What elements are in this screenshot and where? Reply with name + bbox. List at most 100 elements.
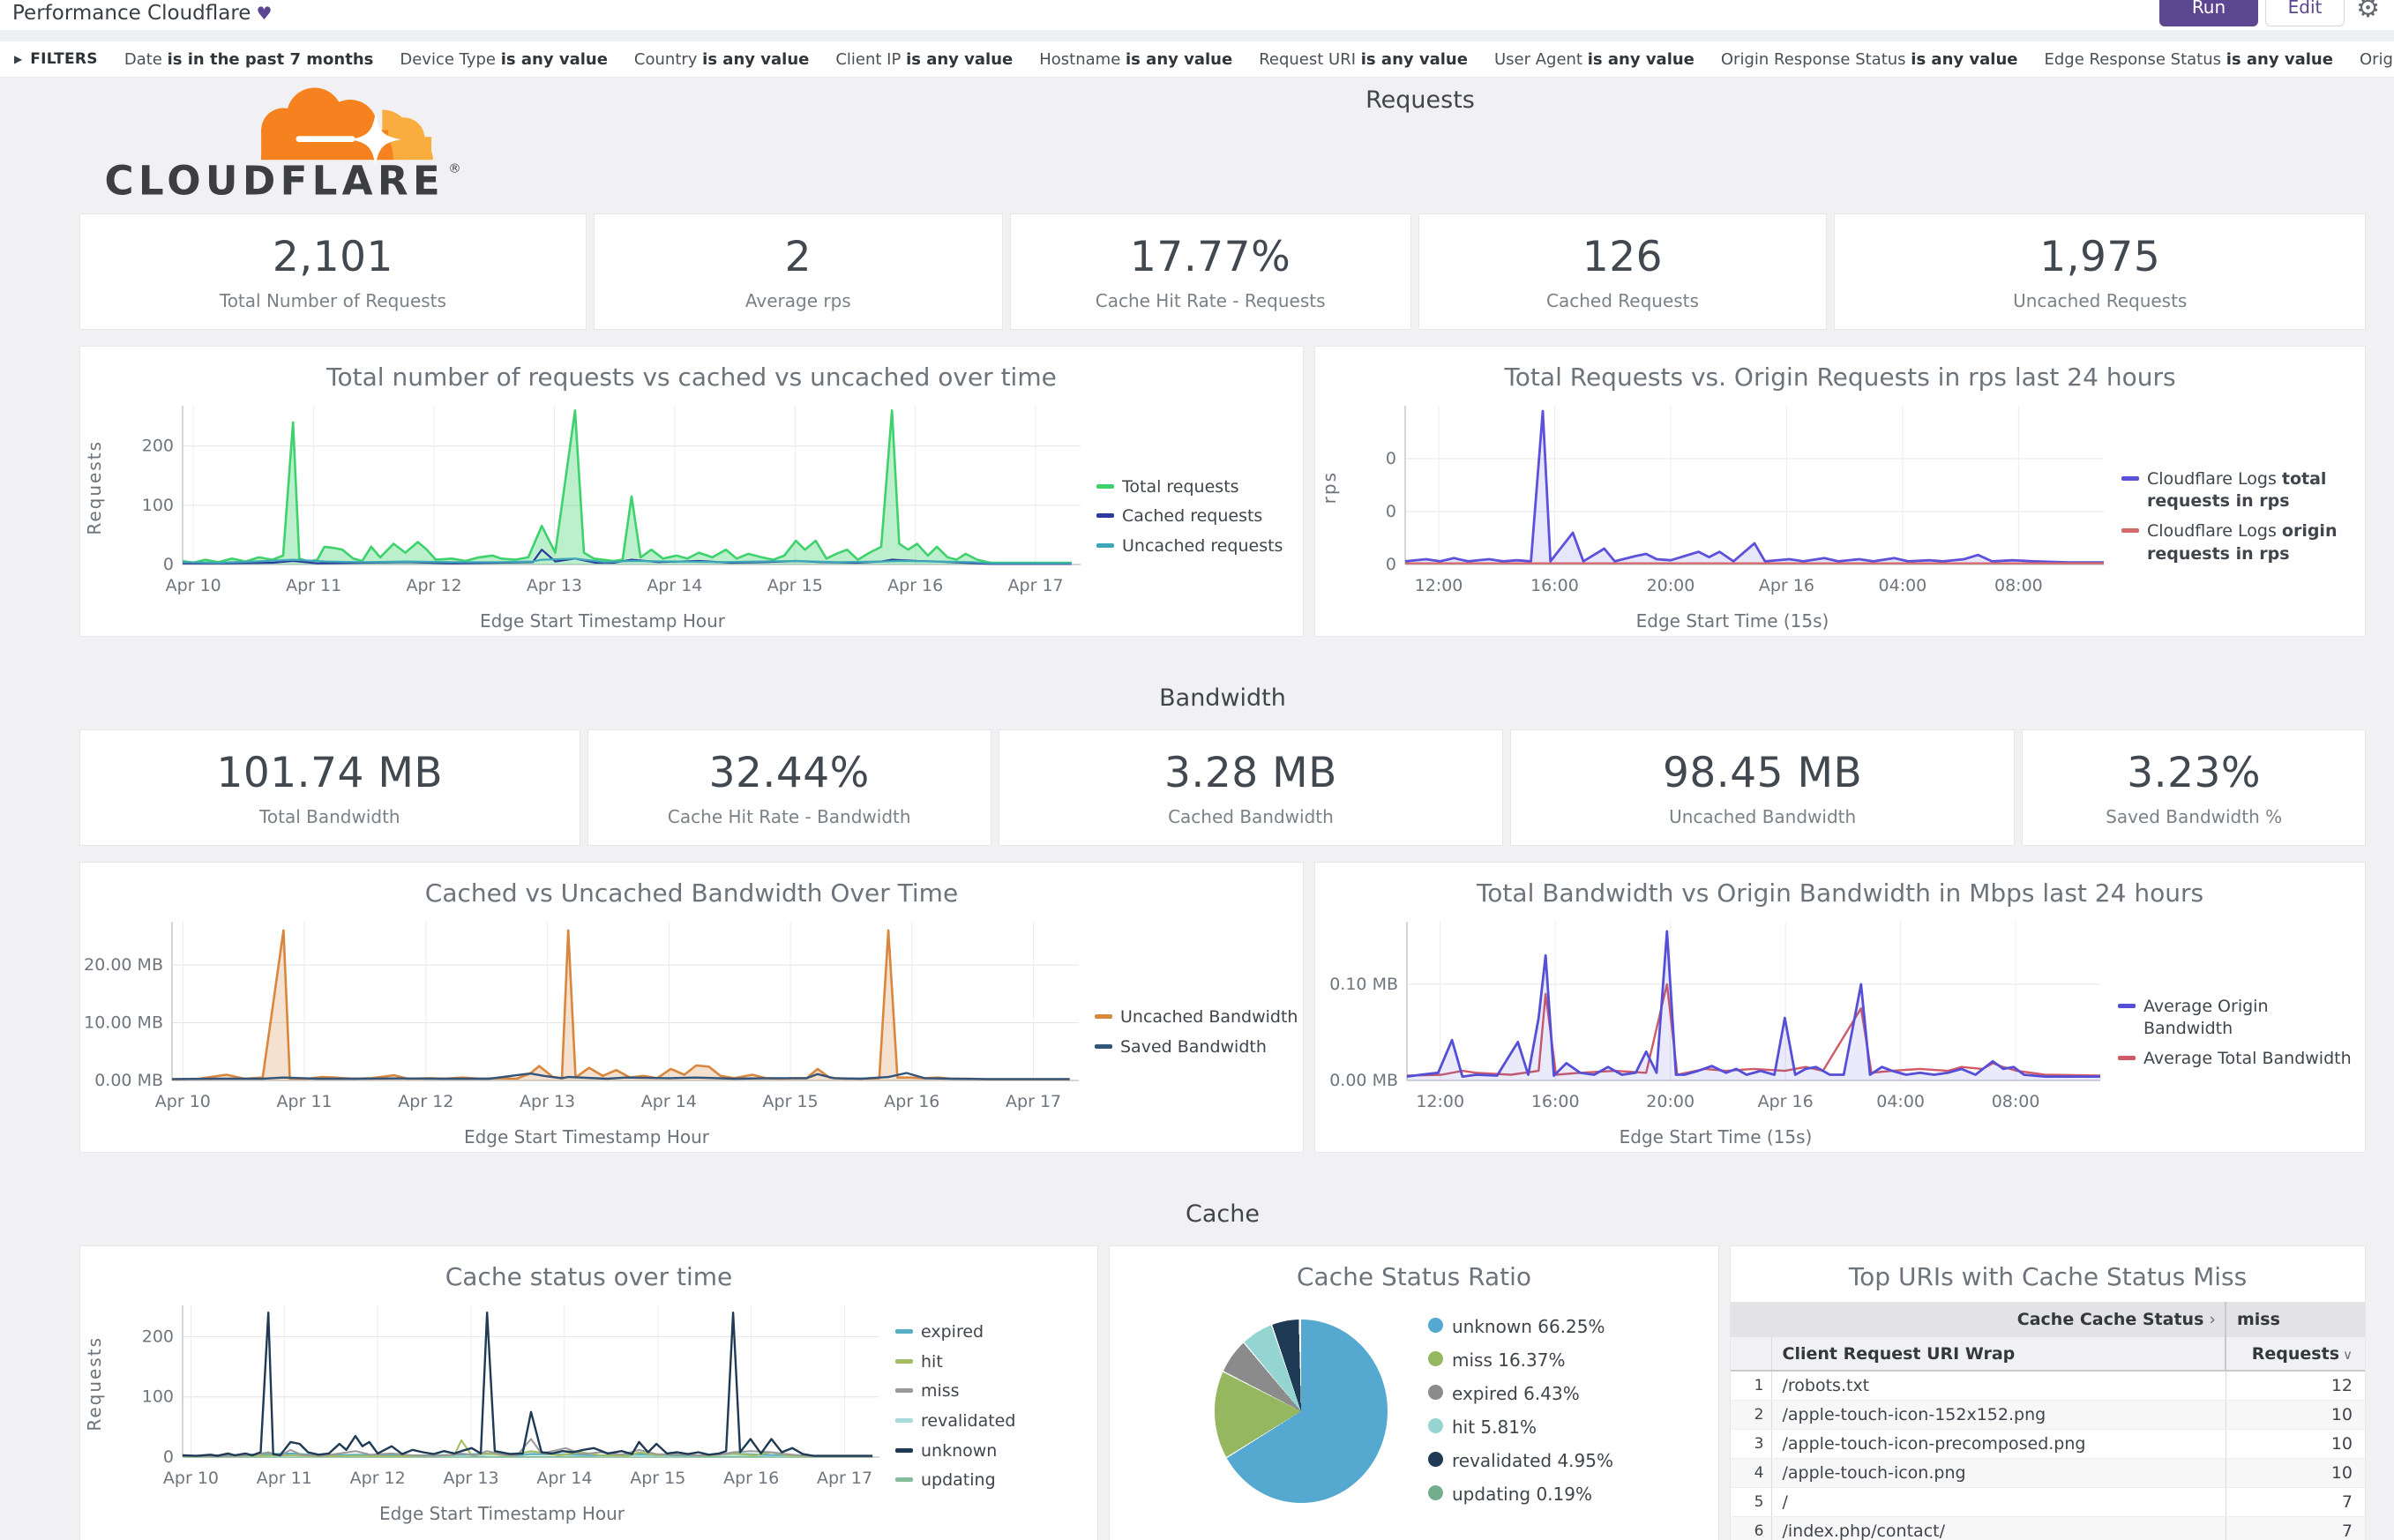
legend-item[interactable]: Cached requests (1096, 505, 1283, 528)
registered-mark: ® (448, 162, 460, 176)
uri-cell[interactable]: /robots.txt (1770, 1371, 2226, 1401)
legend-item[interactable]: Total requests (1096, 476, 1283, 499)
filter-item[interactable]: Date is in the past 7 months (123, 49, 374, 69)
chart-card-rps-24h[interactable]: Total Requests vs. Origin Requests in rp… (1314, 346, 2366, 637)
filters-expander-icon[interactable]: ▶ (14, 53, 23, 65)
run-button[interactable]: Run (2159, 0, 2258, 26)
legend-item[interactable]: Average Origin Bandwidth (2118, 996, 2355, 1041)
legend-item[interactable]: Average Total Bandwidth (2118, 1048, 2355, 1071)
section-title-requests: Requests (1365, 86, 1475, 114)
chart-card-requests-over-time[interactable]: Total number of requests vs cached vs un… (79, 346, 1304, 637)
uri-cell[interactable]: /apple-touch-icon-precomposed.png (1770, 1429, 2226, 1459)
svg-text:0: 0 (1386, 449, 1396, 468)
filter-item[interactable]: Device Type is any value (400, 49, 608, 69)
page-title: Performance Cloudflare ♥ (12, 2, 273, 25)
cache-status-pie[interactable] (1215, 1319, 1388, 1503)
legend-item[interactable]: Uncached Bandwidth (1095, 1006, 1298, 1029)
gear-icon[interactable]: ⚙ (2356, 0, 2380, 24)
svg-text:100: 100 (142, 1387, 174, 1407)
legend-swatch (1428, 1452, 1443, 1467)
uri-cell[interactable]: /apple-touch-icon-152x152.png (1770, 1400, 2226, 1430)
filters-label[interactable]: FILTERS (30, 50, 98, 68)
chart-legend[interactable]: Cloudflare Logs total requests in rps Clo… (2121, 461, 2359, 573)
chart-legend[interactable]: Total requests Cached requests Uncached re… (1096, 469, 1283, 565)
legend-swatch (895, 1477, 913, 1483)
chart-legend[interactable]: Average Origin Bandwidth Average Total Ba… (2118, 989, 2355, 1078)
filter-item[interactable]: Country is any value (633, 49, 810, 69)
uri-cell[interactable]: /apple-touch-icon.png (1770, 1458, 2226, 1488)
filter-item[interactable]: Origin Response Status is any value (1720, 49, 2018, 69)
filter-item[interactable]: Client IP is any value (835, 49, 1014, 69)
table-row[interactable]: 1/robots.txt 12 (1731, 1371, 2365, 1401)
legend-label: revalidated (921, 1411, 1016, 1431)
sort-desc-icon: ∨ (2343, 1346, 2353, 1363)
table-row[interactable]: 5/7 (1731, 1487, 2365, 1517)
filter-item[interactable]: Hostname is any value (1039, 49, 1233, 69)
table-row[interactable]: 3/apple-touch-icon-precomposed.png 10 (1731, 1429, 2365, 1459)
legend-label: Saved Bandwidth (1120, 1037, 1267, 1057)
legend-swatch (1095, 1014, 1112, 1020)
filter-item[interactable]: Request URI is any value (1259, 49, 1468, 69)
bandwidth-over-time-chart[interactable]: 0.00 MB 10.00 MB 20.00 MB Apr 10 Apr 11 Apr 1… (84, 909, 1089, 1126)
svg-text:0: 0 (163, 555, 174, 574)
chart-card-cache-status-ratio[interactable]: Cache Status Ratio unknown 66.25% miss 16… (1109, 1245, 1719, 1540)
filter-item[interactable]: Origin IP is any value (2359, 49, 2394, 69)
x-axis-label: Edge Start Time (15s) (1635, 610, 1829, 632)
legend-item[interactable]: updating 0.19% (1428, 1483, 1613, 1506)
chart-legend[interactable]: Uncached Bandwidth Saved Bandwidth (1095, 999, 1298, 1065)
legend-label: updating (921, 1470, 996, 1491)
chart-card-bandwidth-24h[interactable]: Total Bandwidth vs Origin Bandwidth in M… (1314, 862, 2366, 1153)
table-row[interactable]: 6/index.php/contact/7 (1731, 1516, 2365, 1540)
legend-label: Cloudflare Logs total requests in rps (2147, 468, 2327, 512)
svg-text:0.00 MB: 0.00 MB (94, 1071, 163, 1090)
legend-item[interactable]: expired 6.43% (1428, 1382, 1613, 1406)
svg-text:0: 0 (1386, 555, 1396, 574)
requests-over-time-chart[interactable]: 0 100 200 Apr 10 Apr 11 Apr 12 Apr 13 Apr 14 Apr… (114, 393, 1091, 610)
legend-item[interactable]: unknown 66.25% (1428, 1315, 1613, 1339)
legend-swatch (1428, 1351, 1443, 1366)
legend-item[interactable]: hit (895, 1351, 1015, 1374)
chart-card-bandwidth-over-time[interactable]: Cached vs Uncached Bandwidth Over Time 0… (79, 862, 1304, 1153)
legend-item[interactable]: expired (895, 1321, 1015, 1344)
svg-text:Apr 12: Apr 12 (406, 576, 461, 595)
filter-bar: ▶ FILTERS Date is in the past 7 months De… (0, 41, 2394, 78)
legend-swatch (2118, 1055, 2136, 1060)
legend-item[interactable]: Uncached requests (1096, 535, 1283, 558)
rps-24h-chart[interactable]: 0 0 0 12:00 16:00 20:00 Apr 16 04:00 08:00 (1349, 393, 2116, 610)
svg-text:08:00: 08:00 (1994, 576, 2043, 595)
bandwidth-24h-chart[interactable]: 0.00 MB 0.10 MB 12:00 16:00 20:00 Apr 16 04:00… (1319, 909, 2113, 1126)
legend-swatch (1428, 1385, 1443, 1400)
uri-cell[interactable]: /index.php/contact/ (1770, 1516, 2226, 1540)
edit-button[interactable]: Edit (2265, 0, 2345, 26)
uri-column-header[interactable]: Client Request URI Wrap (1770, 1337, 2226, 1372)
table-card-top-uris[interactable]: Top URIs with Cache Status Miss Cache Ca… (1730, 1245, 2366, 1540)
requests-column-header[interactable]: Requests ∨ (2225, 1337, 2365, 1372)
table-row[interactable]: 4/apple-touch-icon.png 10 (1731, 1458, 2365, 1488)
svg-text:Apr 16: Apr 16 (723, 1469, 779, 1488)
legend-item[interactable]: revalidated (895, 1410, 1015, 1433)
legend-item[interactable]: unknown (895, 1440, 1015, 1463)
chart-legend[interactable]: expired hit miss revalidated unknown updating (895, 1314, 1015, 1499)
column-header-row[interactable]: Client Request URI Wrap Requests ∨ (1731, 1337, 2365, 1372)
pivot-header-cell[interactable]: Cache Cache Status › (1731, 1302, 2226, 1337)
legend-item[interactable]: miss 16.37% (1428, 1349, 1613, 1372)
cache-status-chart[interactable]: 0 100 200 Apr 10 Apr 11 Apr 12 Apr 13 Apr 14 Apr… (114, 1293, 890, 1503)
pivot-header-row[interactable]: Cache Cache Status › miss (1731, 1302, 2365, 1337)
legend-item[interactable]: Saved Bandwidth (1095, 1036, 1298, 1059)
legend-item[interactable]: miss (895, 1380, 1015, 1403)
pie-legend[interactable]: unknown 66.25% miss 16.37% expired 6.43% hi… (1428, 1305, 1613, 1516)
legend-item[interactable]: Cloudflare Logs total requests in rps (2121, 468, 2359, 513)
legend-swatch (2118, 1003, 2136, 1008)
svg-text:Apr 15: Apr 15 (763, 1092, 819, 1111)
table-row[interactable]: 2/apple-touch-icon-152x152.png 10 (1731, 1400, 2365, 1430)
uri-cell[interactable]: / (1770, 1487, 2226, 1517)
filter-item[interactable]: Edge Response Status is any value (2044, 49, 2333, 69)
chevron-right-icon: › (2209, 1310, 2216, 1329)
legend-item[interactable]: updating (895, 1469, 1015, 1492)
legend-item[interactable]: Cloudflare Logs origin requests in rps (2121, 520, 2359, 565)
legend-item[interactable]: hit 5.81% (1428, 1416, 1613, 1439)
cloudflare-wordmark: CLOUDFLARE (105, 157, 445, 204)
filter-item[interactable]: User Agent is any value (1493, 49, 1695, 69)
chart-card-cache-status[interactable]: Cache status over time Requests 0 100 200 A… (79, 1245, 1098, 1540)
legend-item[interactable]: revalidated 4.95% (1428, 1449, 1613, 1473)
